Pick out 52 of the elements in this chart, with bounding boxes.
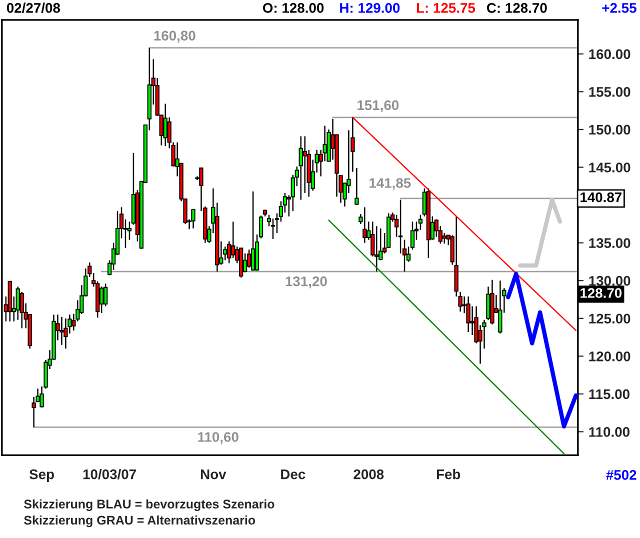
ref-line-label: 151,60 — [358, 100, 399, 112]
y-tick-label: 145.00 — [589, 162, 630, 172]
ref-line-label: 110,60 — [198, 432, 238, 444]
x-tick-label: Sep — [29, 469, 54, 482]
x-tick-label: 2008 — [354, 469, 384, 480]
y-tick-label: 150.00 — [589, 124, 630, 135]
text: Skizzierung GRAU = Alternativszenario — [24, 515, 256, 528]
y-tick-label: 110.00 — [589, 427, 630, 437]
x-tick-label: Nov — [200, 470, 226, 480]
candlestick — [250, 190, 256, 272]
y-tick-label: 160.00 — [589, 49, 630, 60]
text: O: 128.00 — [262, 3, 324, 13]
candlestick — [60, 316, 64, 346]
candlestick — [231, 221, 236, 259]
x-tick-label: 10/03/07 — [83, 469, 136, 480]
candlestick — [354, 167, 359, 206]
y-tick-label: 135.00 — [589, 238, 630, 248]
candlestick — [163, 103, 168, 147]
text: H: 129.00 — [340, 3, 400, 13]
x-tick-label: Dec — [281, 470, 306, 480]
candlestick — [466, 296, 470, 333]
candlestick — [498, 280, 502, 334]
ref-line-label: 131,20 — [286, 276, 327, 288]
text: Skizzierung BLAU = bevorzugtes Szenario — [24, 499, 274, 512]
ref-line-label: 140.87 — [580, 192, 622, 202]
candlestick — [246, 248, 252, 268]
text: 02/27/08 — [6, 2, 60, 14]
y-tick-label: 120.00 — [589, 351, 630, 362]
y-tick-label: 155.00 — [589, 87, 630, 97]
candlestick — [302, 136, 307, 194]
candlestick — [223, 246, 228, 261]
line-series — [506, 272, 578, 429]
candlestick — [442, 232, 446, 244]
annotation: 141,85 — [370, 178, 411, 190]
candlestick — [64, 318, 68, 350]
text: L: 125.75 — [416, 3, 476, 13]
text: 128.70 — [580, 288, 622, 298]
text: C: 128.70 — [486, 3, 547, 13]
candlestick — [191, 208, 196, 230]
y-tick-label: 130.00 — [589, 276, 630, 286]
y-tick-label: 125.00 — [589, 314, 630, 324]
candlestick — [32, 396, 36, 428]
x-tick-label: Feb — [436, 469, 460, 480]
text: #502 — [606, 470, 636, 480]
y-tick-label: 115.00 — [589, 389, 630, 400]
candlestick — [398, 199, 403, 254]
text: +2.55 — [602, 3, 636, 13]
candlestick — [99, 286, 104, 314]
ref-line-label: 160,80 — [154, 30, 196, 43]
candlestick — [374, 226, 379, 272]
candlestick — [362, 206, 367, 244]
candlestick — [298, 136, 303, 200]
